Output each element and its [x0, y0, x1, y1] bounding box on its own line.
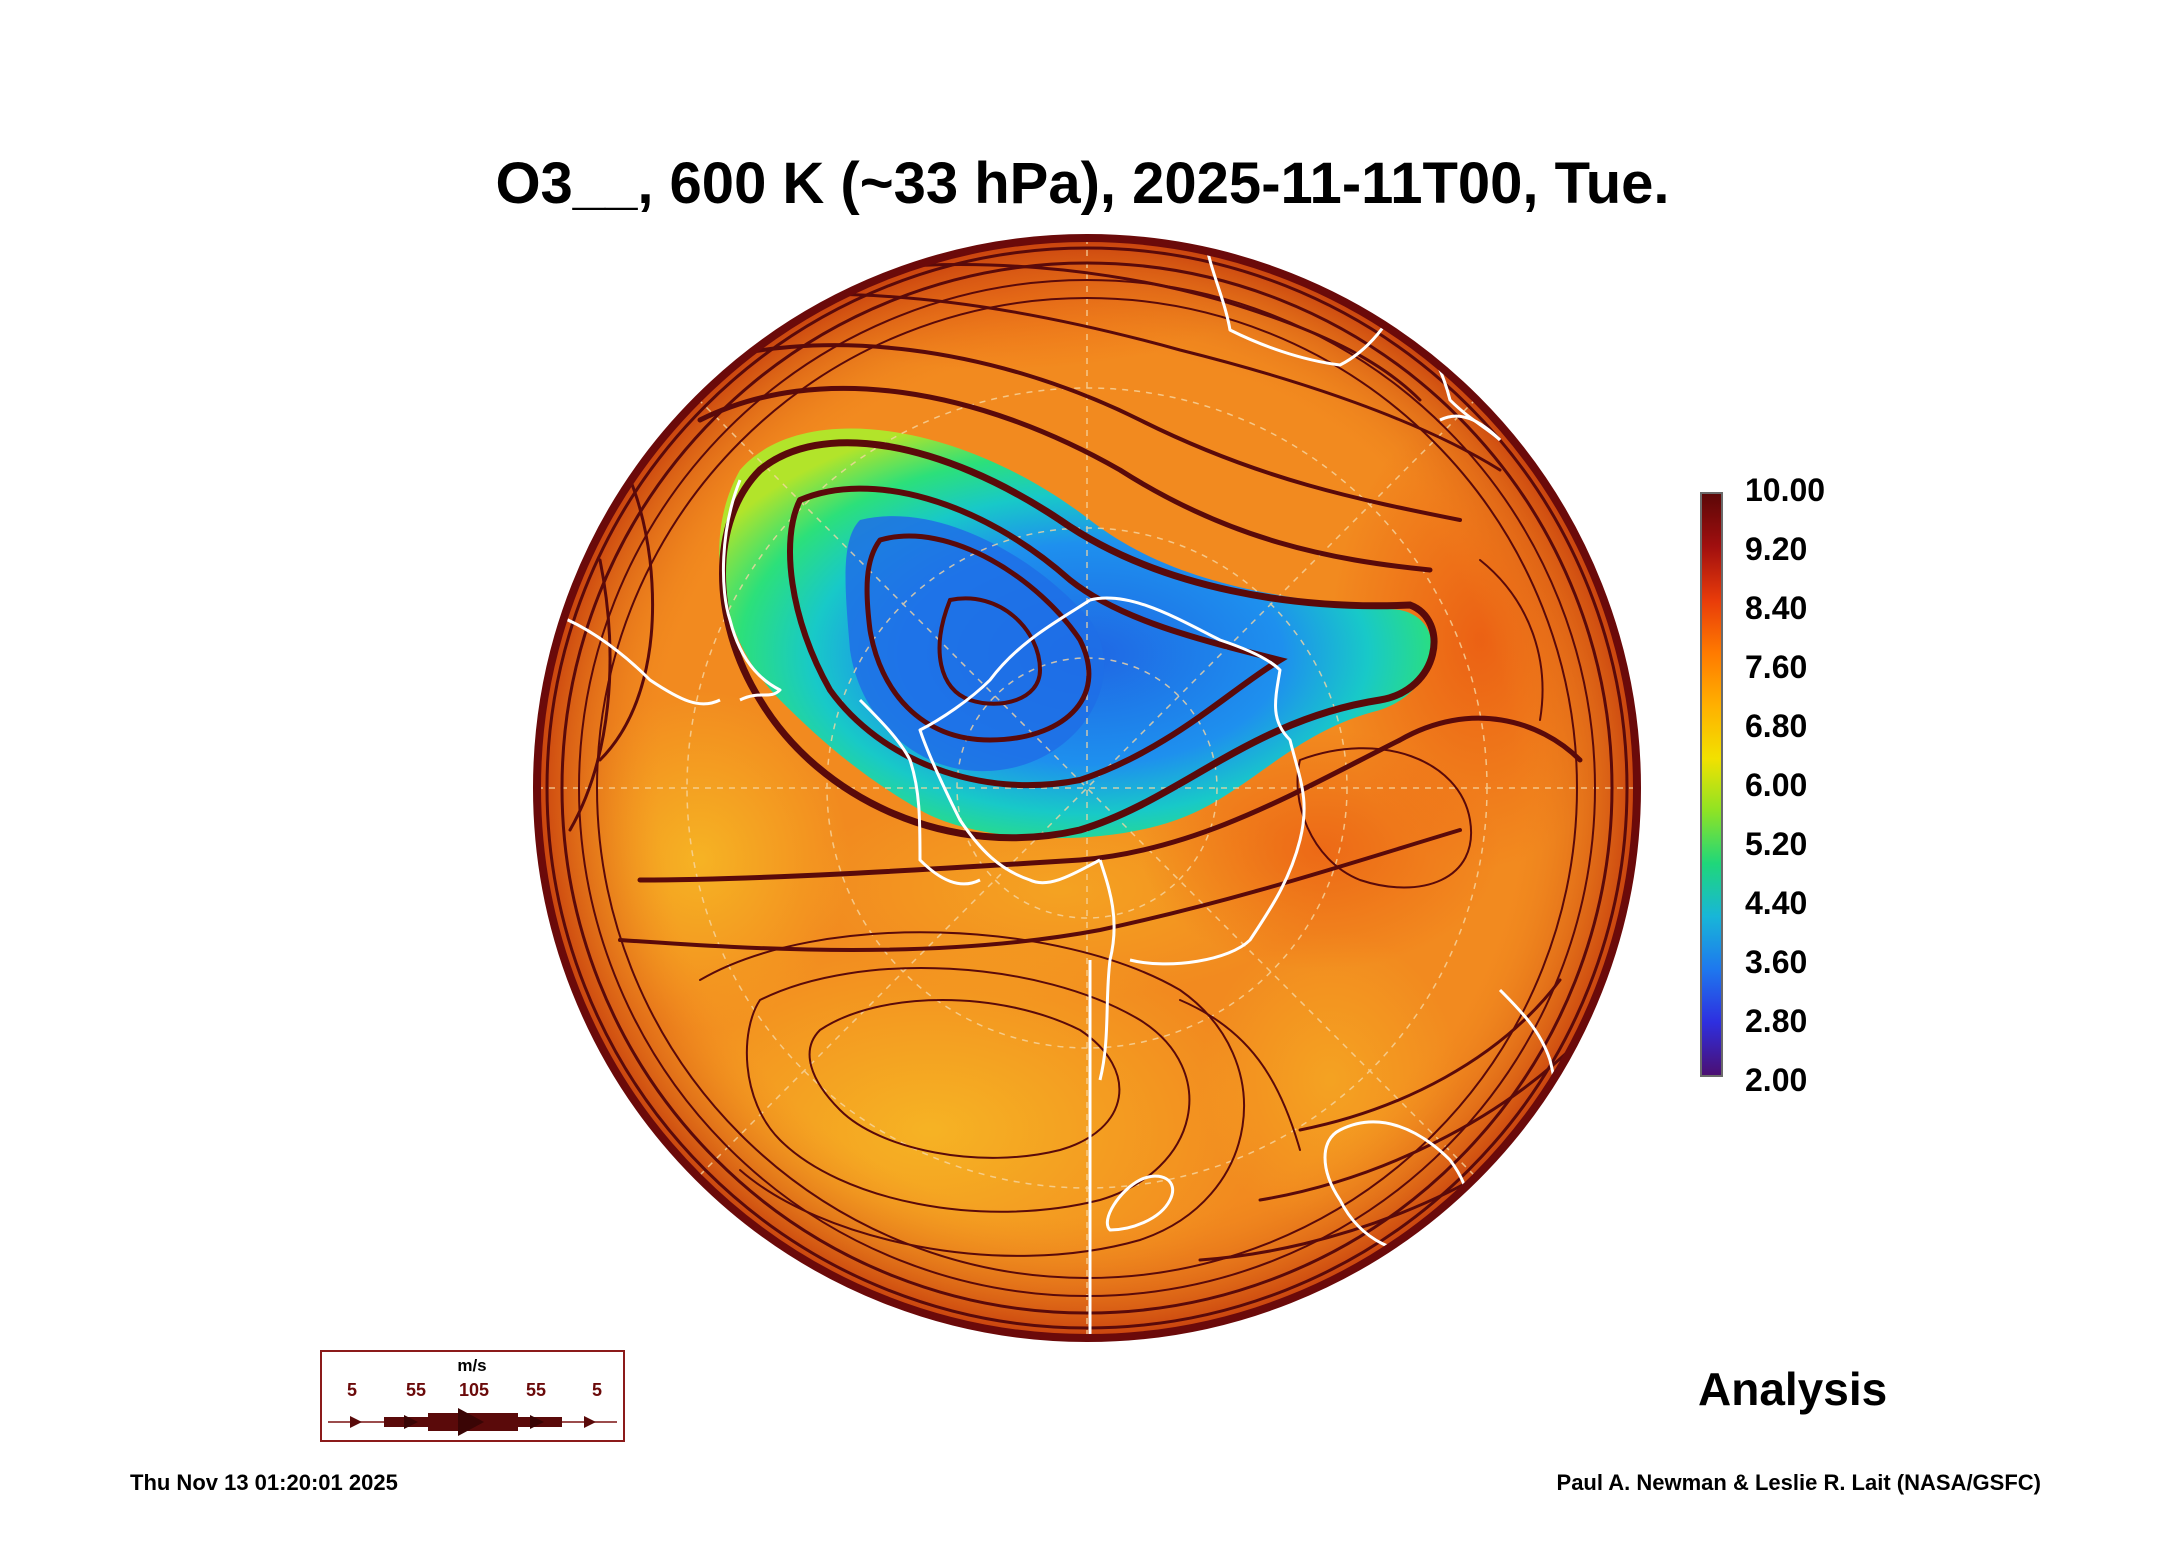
legend-speed: 55: [525, 1380, 547, 1400]
legend-speed: 105: [458, 1380, 490, 1400]
colorbar-label: 3.60: [1745, 944, 1808, 980]
legend-speed: 5: [591, 1380, 602, 1400]
colorbar-label: 9.20: [1745, 531, 1808, 567]
colorbar-label: 6.80: [1745, 708, 1808, 744]
legend-speed: 5: [346, 1380, 357, 1400]
colorbar: [1700, 492, 1723, 1077]
colorbar-label: 2.00: [1745, 1062, 1808, 1098]
colorbar-label: 4.40: [1745, 885, 1808, 921]
coastlines: [539, 238, 1558, 1338]
colorbar-label: 2.80: [1745, 1003, 1808, 1039]
streamlines: [545, 246, 1629, 1330]
legend-speed: 55: [405, 1380, 427, 1400]
colorbar-label: 6.00: [1745, 767, 1808, 803]
ozone-field: [537, 238, 1637, 1338]
legend-unit: m/s: [457, 1356, 487, 1375]
map-title: O3__, 600 K (~33 hPa), 2025-11-11T00, Tu…: [495, 151, 1670, 216]
analysis-label: Analysis: [1698, 1363, 1888, 1415]
colorbar-label: 8.40: [1745, 590, 1808, 626]
map-border: [533, 234, 1641, 1342]
colorbar-label: 7.60: [1745, 649, 1808, 685]
timestamp: Thu Nov 13 01:20:01 2025: [130, 1470, 398, 1495]
credit-text: Paul A. Newman & Leslie R. Lait (NASA/GS…: [1556, 1470, 2041, 1495]
colorbar-label: 5.20: [1745, 826, 1808, 862]
legend-arrow-scale: [328, 1408, 617, 1436]
graticule: [537, 238, 1637, 1338]
colorbar-label: 10.00: [1745, 472, 1826, 508]
wind-speed-legend: m/s 5 55 105 55 5: [320, 1350, 625, 1442]
